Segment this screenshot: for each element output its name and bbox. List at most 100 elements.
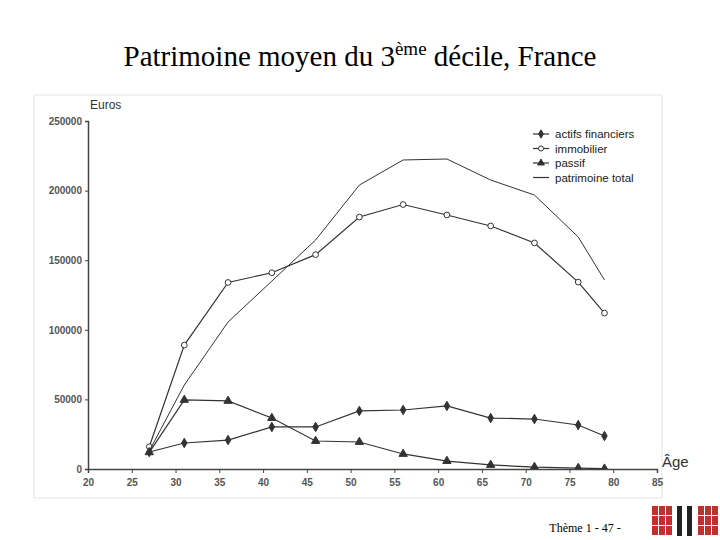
- series-marker: [269, 270, 275, 276]
- x-tick: 25: [127, 469, 139, 488]
- logo-cell: [659, 516, 665, 525]
- series-marker: [444, 401, 449, 410]
- logo-cell: [705, 506, 711, 515]
- series-marker: [355, 437, 363, 444]
- logo-cell: [666, 526, 672, 535]
- legend-label: actifs financiers: [555, 128, 635, 140]
- x-tick: 55: [389, 469, 401, 488]
- logo-bar: [687, 506, 692, 536]
- x-tick: 45: [302, 469, 314, 488]
- x-tick-label: 65: [477, 477, 489, 488]
- series-marker: [181, 342, 187, 348]
- y-tick-mark: [85, 260, 88, 261]
- x-tick-mark: [219, 469, 220, 473]
- legend-label: patrimoine total: [555, 172, 634, 184]
- x-tick-label: 70: [521, 477, 533, 488]
- legend-label: passif: [555, 157, 586, 169]
- x-tick: 80: [608, 469, 620, 488]
- x-tick-label: 25: [127, 477, 139, 488]
- logo-cell: [652, 526, 658, 535]
- chart-frame: [34, 95, 662, 498]
- y-tick: 100000: [49, 325, 88, 336]
- series-marker: [224, 396, 232, 403]
- x-tick-label: 55: [389, 477, 401, 488]
- series-marker: [575, 420, 580, 429]
- series-marker: [268, 413, 276, 420]
- logo-cell: [705, 516, 711, 525]
- y-tick-label: 150000: [49, 255, 83, 266]
- y-tick-label: 250000: [49, 116, 83, 127]
- x-tick-mark: [657, 469, 658, 473]
- legend-marker: [539, 130, 544, 138]
- x-tick-mark: [176, 469, 177, 473]
- logo-cell: [698, 516, 704, 525]
- x-tick-label: 30: [170, 477, 182, 488]
- plot-area: [145, 159, 609, 469]
- series-marker: [530, 462, 538, 469]
- legend: actifs financiers immobilier passif patrimo…: [533, 128, 635, 184]
- series-marker: [574, 463, 582, 469]
- x-tick-mark: [526, 469, 527, 473]
- logo-cell: [652, 506, 658, 515]
- x-tick: 60: [433, 469, 445, 488]
- y-tick: 200000: [49, 185, 88, 196]
- series-marker: [182, 438, 187, 447]
- y-tick-mark: [85, 399, 88, 400]
- chart: Patrimoine moyen du 3ème décile, France2…: [0, 0, 720, 540]
- logo-cell: [698, 526, 704, 535]
- x-tick-label: 45: [302, 477, 314, 488]
- legend-item: immobilier: [533, 143, 608, 155]
- x-axis: 2025303540455055606570758085: [83, 469, 664, 488]
- series-marker: [357, 406, 362, 415]
- series-marker: [225, 435, 230, 444]
- footer: Thème 1 - 47 -: [549, 521, 620, 535]
- x-tick-mark: [482, 469, 483, 473]
- y-tick: 250000: [49, 116, 88, 127]
- legend-item: passif: [533, 157, 586, 169]
- legend-swatch: [533, 177, 549, 178]
- y-tick-mark: [85, 330, 88, 331]
- logo-cell: [666, 516, 672, 525]
- series-marker: [399, 449, 407, 456]
- series-marker: [269, 422, 274, 431]
- series-marker: [400, 202, 406, 208]
- logo-cell: [659, 526, 665, 535]
- series-marker: [225, 280, 231, 286]
- x-tick-mark: [569, 469, 570, 473]
- series-marker: [444, 212, 450, 218]
- series-marker: [602, 310, 608, 316]
- y-tick: 50000: [54, 394, 88, 405]
- x-tick: 35: [214, 469, 226, 488]
- logo-cell: [712, 526, 718, 535]
- legend-item: patrimoine total: [533, 172, 634, 184]
- series-marker: [145, 447, 153, 454]
- logo-cell: [652, 516, 658, 525]
- x-tick-label: 80: [608, 477, 620, 488]
- x-tick-mark: [307, 469, 308, 473]
- x-tick-label: 85: [652, 477, 664, 488]
- series-marker: [487, 460, 495, 467]
- x-tick-mark: [132, 469, 133, 473]
- series-marker: [575, 279, 581, 285]
- legend-label: immobilier: [555, 143, 608, 155]
- legend-marker: [538, 159, 545, 165]
- series-marker: [400, 405, 405, 414]
- x-tick: 75: [564, 469, 576, 488]
- y-axis: 050000100000150000200000250000: [49, 116, 89, 475]
- series-marker: [313, 252, 319, 258]
- series-marker: [602, 431, 607, 440]
- x-tick-label: 75: [564, 477, 576, 488]
- series-marker: [356, 214, 362, 220]
- x-tick-label: 20: [83, 477, 95, 488]
- logo-cell: [698, 506, 704, 515]
- logo-cell: [659, 506, 665, 515]
- y-tick-label: 50000: [54, 394, 82, 405]
- series-line: [149, 159, 604, 451]
- y-tick-mark: [85, 191, 88, 192]
- y-tick-label: 200000: [49, 185, 83, 196]
- series-marker: [488, 223, 494, 229]
- series-marker: [532, 240, 538, 246]
- y-tick-mark: [85, 469, 88, 470]
- series-marker: [313, 422, 318, 431]
- x-tick-mark: [438, 469, 439, 473]
